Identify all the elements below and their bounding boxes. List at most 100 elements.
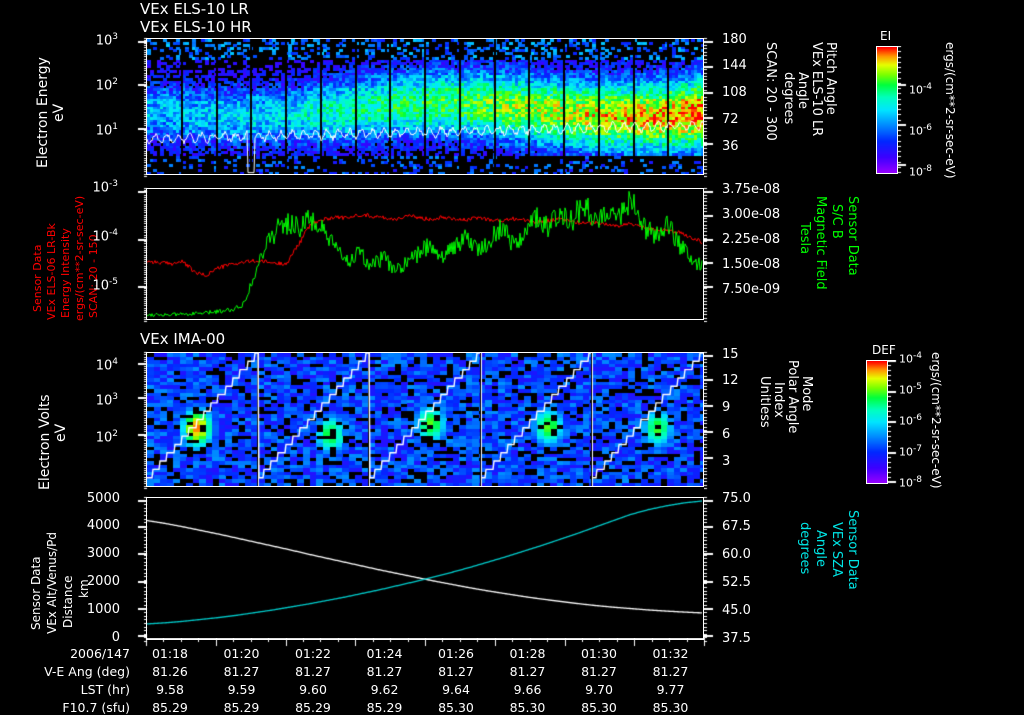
- panel3-ylabel-unit: eV: [53, 423, 69, 442]
- els-b-timeseries-canvas: [147, 189, 703, 319]
- panel1-y2tick-2: 108: [722, 85, 747, 100]
- panel3-y2label-line4: Unitless: [757, 376, 772, 428]
- panel4-y2tick-3: 52.5: [722, 575, 751, 590]
- table-cell-time-2: 01:22: [294, 646, 332, 661]
- panel4-ytick-5: 0: [111, 630, 120, 645]
- panel2-ytick-2: 10-5: [92, 277, 118, 294]
- colorbar2-tick-4: 10-8: [899, 475, 922, 490]
- panel4-y2tick-1: 67.5: [722, 519, 751, 534]
- colorbar1-tick-0: 10-4: [909, 82, 932, 97]
- panel1-ytick-2: 101: [95, 122, 118, 139]
- table-cell-time-3: 01:24: [366, 646, 403, 661]
- panel2-y2tick-4: 7.50e-09: [722, 282, 781, 297]
- panel2-right-ticks: [704, 186, 720, 323]
- panel3-title: VEx IMA-00: [140, 330, 226, 348]
- altitude-sza-canvas: [147, 498, 703, 639]
- panel3-ytick-0: 104: [95, 357, 118, 374]
- table-cell-time-0: 01:18: [151, 646, 189, 661]
- table-cell-lst-4: 9.64: [442, 682, 470, 697]
- panel4-y2label-line1: Sensor Data: [845, 510, 860, 590]
- table-cell-lst-6: 9.70: [585, 682, 613, 697]
- colorbar2-title: DEF: [872, 343, 896, 357]
- panel3-y2tick-0: 15: [722, 347, 739, 362]
- table-cell-ve-ang-1: 81.27: [223, 664, 260, 679]
- colorbar1-gradient: [876, 46, 898, 174]
- panel4-y2label-line4: degrees: [797, 522, 812, 575]
- table-cell-lst-2: 9.60: [299, 682, 327, 697]
- panel1-left-ticks: [132, 36, 148, 178]
- panel4-ytick-3: 2000: [86, 574, 120, 589]
- panel3-y2label-line3: Index: [771, 382, 786, 418]
- panel2-left-ticks: [132, 186, 148, 323]
- altitude-sza-panel: [146, 497, 704, 640]
- panel1-y2label-line3: Angle: [795, 72, 810, 109]
- table-cell-ve-ang-7: 81.27: [652, 664, 689, 679]
- colorbar2-tick-2: 10-6: [899, 413, 922, 428]
- panel3-right-ticks: [704, 350, 720, 490]
- panel2-y2tick-1: 3.00e-08: [722, 207, 781, 222]
- panel1-y2tick-3: 72: [722, 112, 739, 127]
- colorbar2-tick-3: 10-7: [899, 444, 922, 459]
- colorbar2-tick-0: 10-4: [899, 351, 922, 366]
- els-b-timeseries-panel: [146, 188, 704, 320]
- table-cell-ve-ang-6: 81.27: [581, 664, 617, 679]
- panel2-ylabel-line4: ergs/(cm**2-sr-sec-eV): [73, 195, 86, 321]
- panel3-y2tick-3: 6: [722, 427, 731, 442]
- panel1-y2label-line2: VEx ELS-10 LR: [809, 42, 824, 137]
- panel4-ytick-4: 1000: [86, 602, 120, 617]
- table-cell-lst-0: 9.58: [156, 682, 184, 697]
- panel4-y2tick-2: 60.0: [722, 547, 751, 562]
- panel2-ylabel-line3: Energy Intensity: [59, 228, 72, 318]
- table-cell-time-7: 01:32: [652, 646, 689, 661]
- panel1-y2tick-1: 144: [722, 58, 747, 73]
- ima-spectrogram-canvas: [147, 353, 703, 486]
- panel3-y2label-line2: Polar Angle: [785, 360, 800, 434]
- panel1-title-line1: VEx ELS-10 LR: [140, 0, 249, 18]
- panel1-title-line2: VEx ELS-10 HR: [140, 18, 252, 36]
- colorbar2-unit: ergs/(cm**2-sr-sec-eV): [929, 352, 943, 489]
- panel2-ylabel-line1: Sensor Data: [31, 244, 44, 312]
- panel1-right-ticks: [704, 36, 720, 178]
- table-row-label-2: LST (hr): [80, 682, 130, 697]
- colorbar1-tick-1: 10-6: [909, 123, 932, 138]
- panel3-left-ticks: [132, 350, 148, 490]
- table-cell-lst-7: 9.77: [656, 682, 685, 697]
- table-cell-ve-ang-4: 81.27: [438, 664, 474, 679]
- panel4-ylabel-line2: VEx Alt/Venus/Pd: [45, 531, 59, 634]
- table-row-label-0: 2006/147: [70, 646, 130, 661]
- panel3-ytick-1: 103: [95, 392, 118, 409]
- table-cell-lst-3: 9.62: [370, 682, 399, 697]
- ima-spectrogram-panel: [146, 352, 704, 487]
- colorbar2-tick-1: 10-5: [899, 382, 922, 397]
- panel4-ylabel-line1: Sensor Data: [29, 556, 43, 630]
- table-cell-time-5: 01:28: [509, 646, 546, 661]
- panel4-y2tick-0: 75.0: [722, 491, 751, 506]
- colorbar1-title: EI: [880, 29, 892, 43]
- panel3-ytick-2: 102: [95, 429, 118, 446]
- panel1-y2label-line4: degrees: [781, 72, 796, 125]
- panel2-y2label-line3: Magnetic Field: [813, 196, 828, 290]
- table-cell-ve-ang-0: 81.26: [152, 664, 188, 679]
- panel1-y2label-scan: SCAN: 20 - 300: [763, 42, 778, 141]
- panel1-ytick-0: 103: [95, 32, 118, 49]
- els-spectrogram-panel: [146, 38, 704, 175]
- panel4-y2label-line3: Angle: [813, 530, 828, 567]
- panel4-ytick-2: 3000: [86, 546, 120, 561]
- panel3-ylabel-main: Electron Volts: [37, 394, 53, 490]
- panel1-ylabel-main: Electron Energy: [35, 57, 51, 168]
- panel2-y2label-line2: S/C B: [829, 204, 844, 239]
- panel4-y2tick-4: 45.0: [722, 603, 751, 618]
- table-cell-ve-ang-5: 81.27: [509, 664, 546, 679]
- panel2-ytick-1: 10-4: [92, 228, 118, 245]
- panel1-y2tick-0: 180: [722, 32, 747, 47]
- table-cell-lst-5: 9.66: [513, 682, 542, 697]
- table-row-label-1: V-E Ang (deg): [44, 664, 130, 679]
- els-spectrogram-canvas: [147, 39, 703, 174]
- table-cell-ve-ang-2: 81.27: [295, 664, 331, 679]
- panel1-y2tick-4: 36: [722, 139, 739, 154]
- panel2-y2tick-2: 2.25e-08: [722, 232, 781, 247]
- table-cell-lst-1: 9.59: [227, 682, 256, 697]
- colorbar1-ticks: [898, 46, 908, 174]
- panel3-y2tick-1: 12: [722, 373, 739, 388]
